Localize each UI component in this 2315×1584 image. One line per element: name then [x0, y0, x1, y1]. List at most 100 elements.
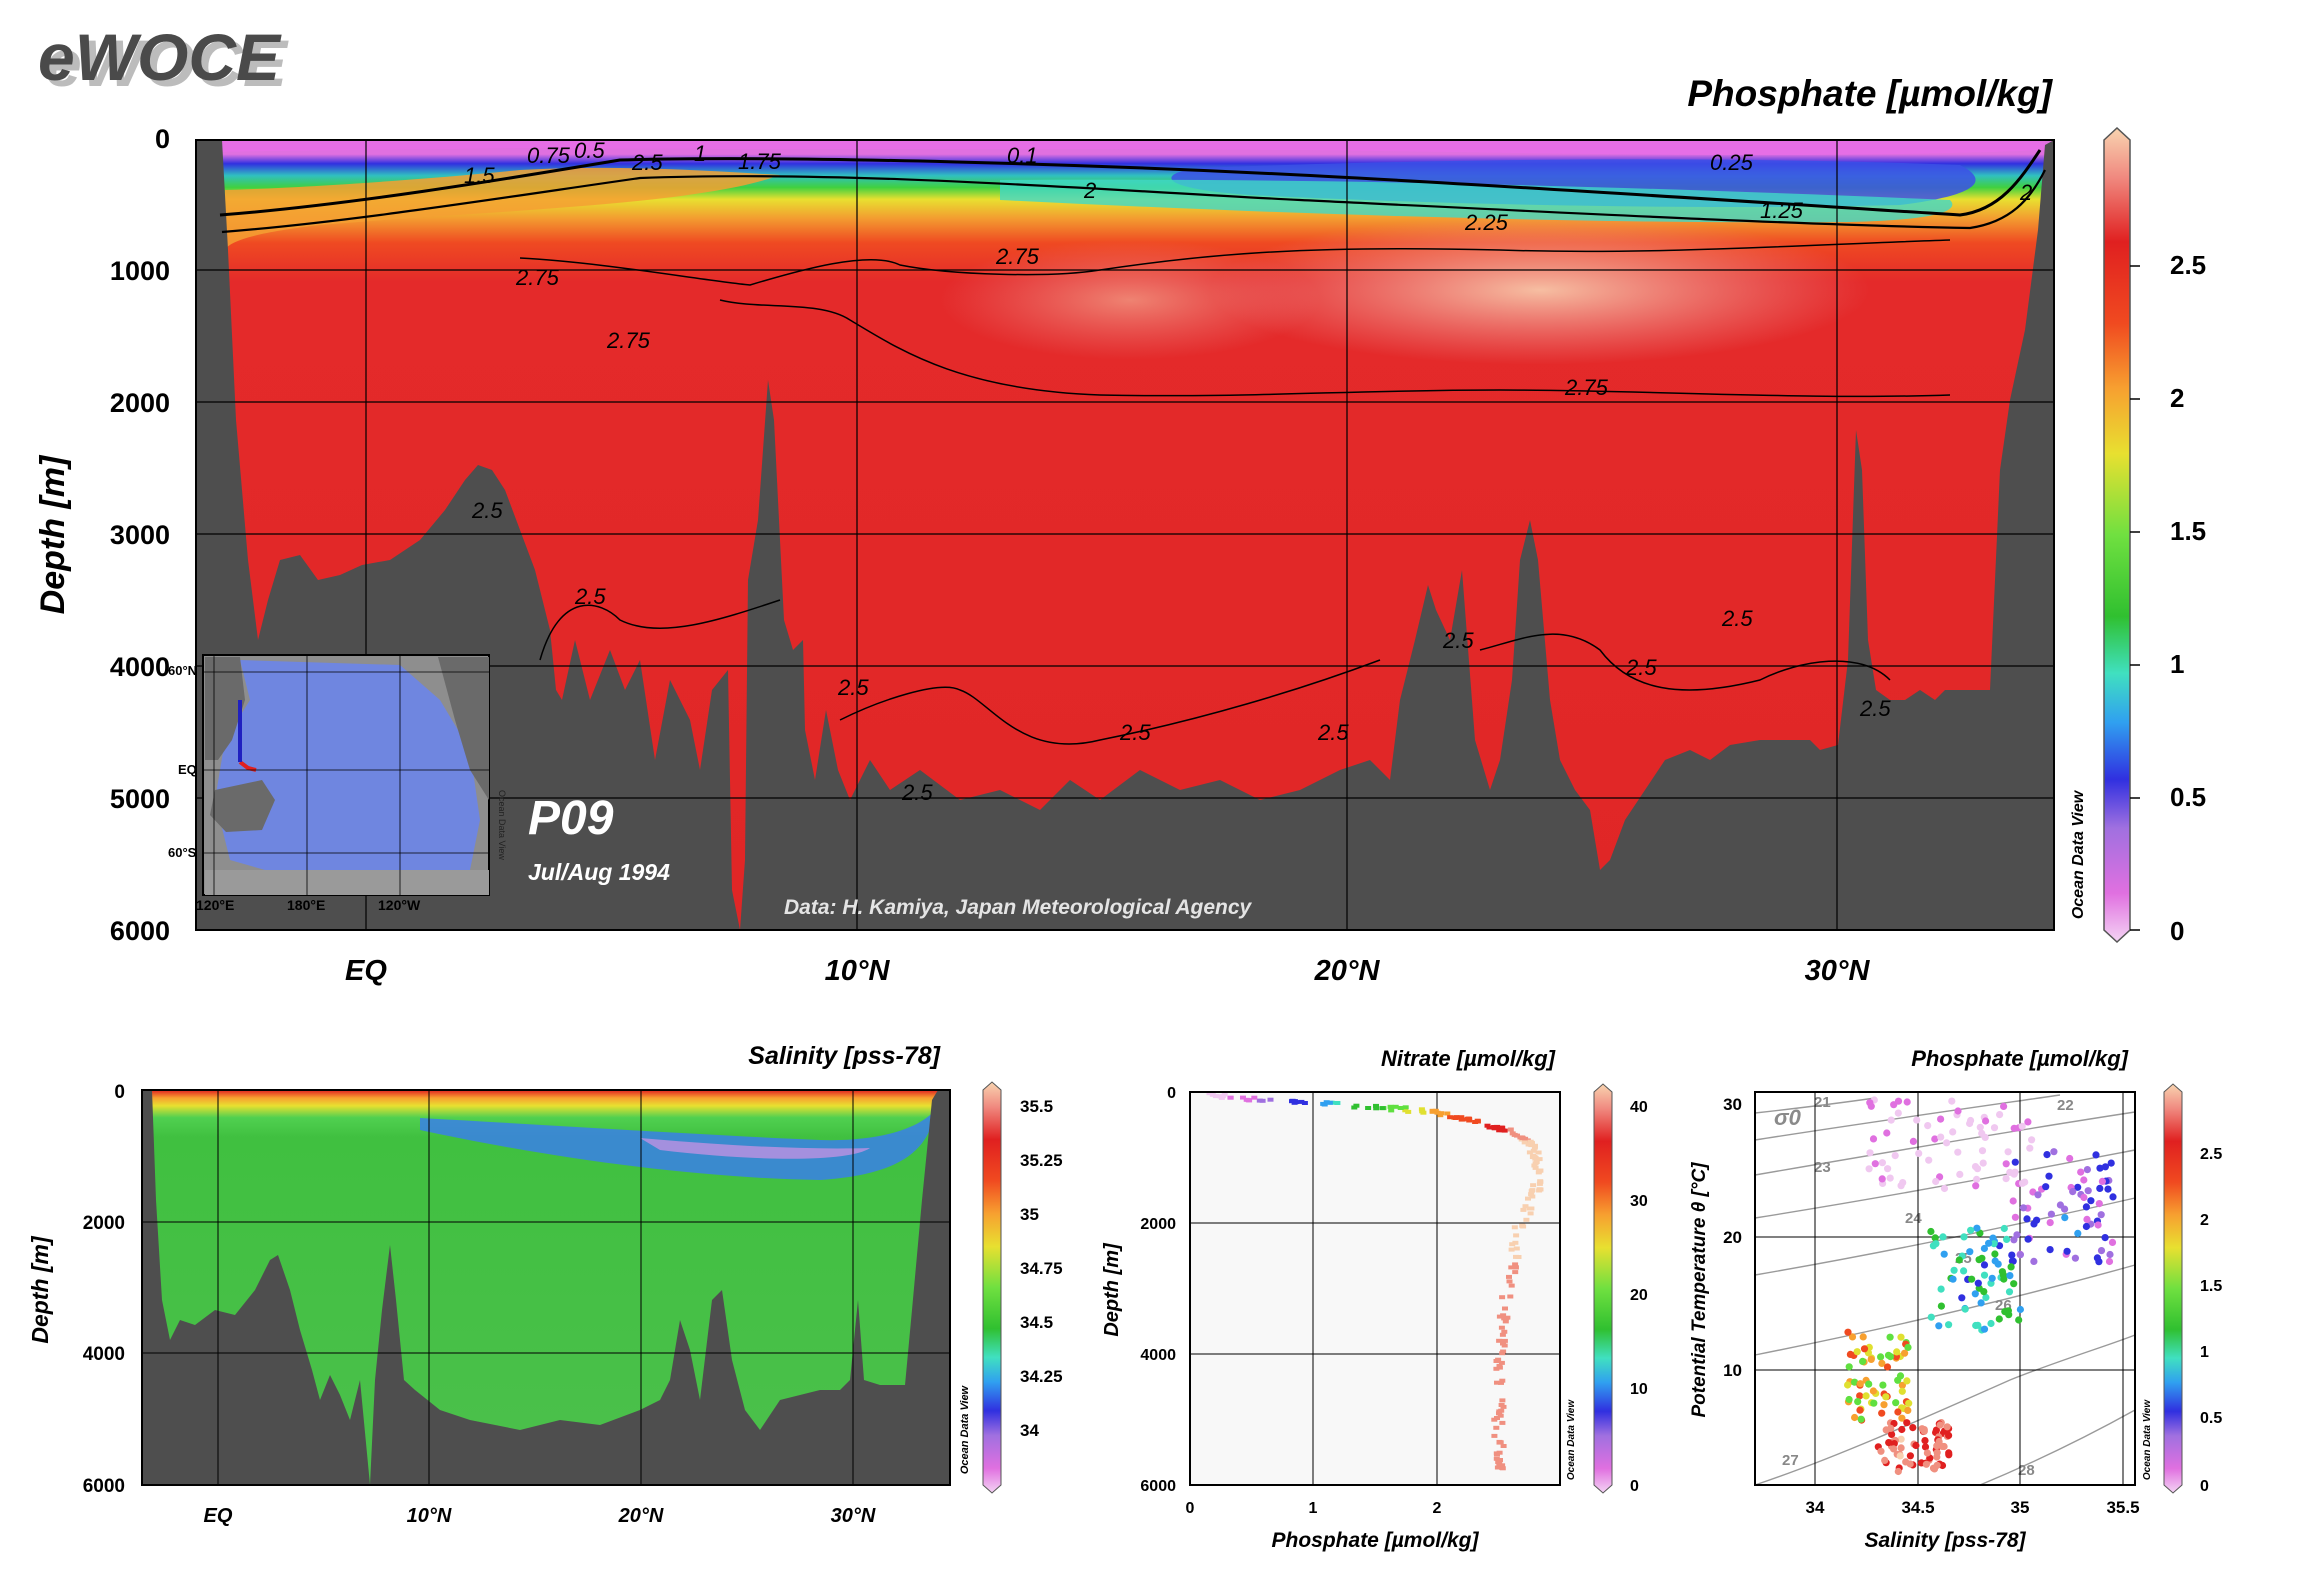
colorbar-tick-label: 30	[1630, 1193, 1648, 1210]
nitrate-data-point	[1512, 1262, 1519, 1267]
nitrate-data-point	[1498, 1360, 1505, 1365]
ts-data-point	[1943, 1423, 1951, 1431]
ts-data-point	[1988, 1274, 1996, 1282]
nitrate-data-point	[1517, 1135, 1524, 1140]
cruise-date: Jul/Aug 1994	[528, 859, 670, 885]
ts-data-point	[1856, 1392, 1864, 1400]
x-tick-label: 1	[1309, 1500, 1318, 1517]
ts-data-point	[2018, 1179, 2027, 1187]
nitrate-data-point	[1536, 1157, 1543, 1162]
ts-x-ticks: 34 34.5 35 35.5	[1806, 1498, 2140, 1517]
nitrate-data-point	[1506, 1279, 1513, 1284]
salinity-y-ticks: 0 2000 4000 6000	[83, 1082, 125, 1497]
y-tick-label: 0	[155, 124, 170, 154]
ts-data-point	[2026, 1144, 2034, 1152]
contour-label: 1.75	[738, 149, 782, 174]
salinity-intermediate-core	[640, 1138, 870, 1159]
ts-data-point	[2016, 1305, 2024, 1314]
contour-label: 2.25	[1464, 210, 1509, 235]
nitrate-data-point	[1499, 1332, 1506, 1337]
ts-data-point	[1854, 1398, 1862, 1406]
nitrate-data-point	[1500, 1341, 1506, 1346]
colorbar-tick-label: 0.5	[2200, 1410, 2222, 1427]
nitrate-data-point	[1212, 1094, 1219, 1099]
ts-data-point	[1968, 1275, 1976, 1283]
ts-data-point	[2006, 1272, 2014, 1280]
ts-data-point	[2101, 1163, 2109, 1171]
ts-data-point	[1982, 1293, 1990, 1302]
nitrate-data-point	[1392, 1104, 1399, 1109]
ts-data-point	[1995, 1315, 2003, 1323]
nitrate-data-point	[1218, 1094, 1225, 1099]
ts-data-point	[2003, 1235, 2011, 1243]
ts-data-point	[1940, 1250, 1948, 1258]
ts-data-point	[1912, 1441, 1920, 1450]
y-tick-label: 5000	[110, 784, 170, 814]
contour-label: 2.5	[1625, 655, 1657, 680]
nitrate-data-point	[1397, 1106, 1404, 1110]
nitrate-data-point	[1491, 1125, 1498, 1129]
ts-data-point	[1878, 1409, 1886, 1417]
nitrate-data-point	[1240, 1095, 1246, 1100]
y-tick-label: 10	[1723, 1361, 1742, 1380]
nitrate-data-point	[1521, 1140, 1528, 1145]
ts-data-point	[1878, 1359, 1886, 1367]
ts-data-point	[2074, 1229, 2082, 1237]
isopycnal-27	[1754, 1334, 2136, 1486]
ts-data-point	[1877, 1447, 1885, 1455]
ts-data-point	[2105, 1257, 2114, 1266]
inset-lon-label: 120°W	[378, 897, 421, 913]
ts-data-point	[1935, 1322, 1943, 1330]
ts-data-point	[1905, 1399, 1913, 1407]
cruise-name: P09	[528, 792, 614, 845]
x-tick-label: 2	[1433, 1500, 1442, 1517]
ts-data-point	[2083, 1215, 2091, 1223]
y-tick-label: 6000	[83, 1476, 125, 1497]
ts-data-point	[2084, 1187, 2092, 1195]
ts-data-point	[2104, 1185, 2112, 1193]
nitrate-data-point	[1334, 1101, 1341, 1105]
ts-data-point	[2095, 1200, 2103, 1208]
nitrate-data-point	[1379, 1106, 1386, 1111]
nitrate-grid	[1190, 1092, 1560, 1485]
ts-data-point	[1945, 1449, 1953, 1457]
x-tick-label: 34.5	[1901, 1498, 1934, 1517]
ts-chart-title: Phosphate [µmol/kg]	[1911, 1046, 2128, 1071]
contour-label: 2.5	[837, 675, 869, 700]
nitrate-data-point	[1507, 1127, 1514, 1132]
inset-lon-label: 180°E	[287, 897, 325, 913]
nitrate-data-point	[1506, 1274, 1512, 1279]
colorbar-tick-label: 34.25	[1020, 1367, 1063, 1386]
nitrate-data-point	[1298, 1099, 1305, 1104]
colorbar-tick-label: 2	[2200, 1212, 2209, 1229]
ts-data-point	[1851, 1413, 1859, 1422]
ts-data-point	[1937, 1133, 1945, 1141]
isopycnal-26	[1754, 1264, 2136, 1356]
contour-label: 2.75	[995, 244, 1040, 269]
ts-data-point	[1898, 1381, 1906, 1389]
nitrate-x-axis-label: Phosphate [µmol/kg]	[1272, 1529, 1480, 1552]
nitrate-data-point	[1513, 1246, 1520, 1251]
nitrate-data-point	[1493, 1451, 1500, 1456]
ts-data-point	[1932, 1240, 1940, 1248]
ts-data-point	[2000, 1102, 2008, 1110]
nitrate-data-point	[1502, 1306, 1508, 1311]
nitrate-data-point	[1501, 1329, 1508, 1334]
ts-data-point	[1904, 1343, 1912, 1351]
x-tick-label: 10°N	[407, 1505, 452, 1527]
ts-colorbar-body	[2163, 1083, 2183, 1494]
nitrate-data-point	[1526, 1150, 1533, 1155]
ts-data-point	[1915, 1149, 1923, 1157]
x-tick-label: 35	[2011, 1498, 2030, 1517]
main-y-ticks: 0 1000 2000 3000 4000 5000 6000	[110, 124, 170, 946]
ts-data-point	[1888, 1430, 1896, 1438]
ts-data-point	[1945, 1431, 1953, 1439]
nitrate-data-point	[1496, 1128, 1503, 1133]
nitrate-data-point	[1323, 1100, 1330, 1105]
ts-data-point	[2030, 1220, 2038, 1228]
nitrate-data-point	[1523, 1217, 1530, 1222]
main-orange-west	[225, 167, 780, 250]
ts-data-point	[1886, 1333, 1894, 1341]
ts-data-point	[1932, 1426, 1940, 1434]
main-cyan-lens	[1000, 179, 1953, 223]
